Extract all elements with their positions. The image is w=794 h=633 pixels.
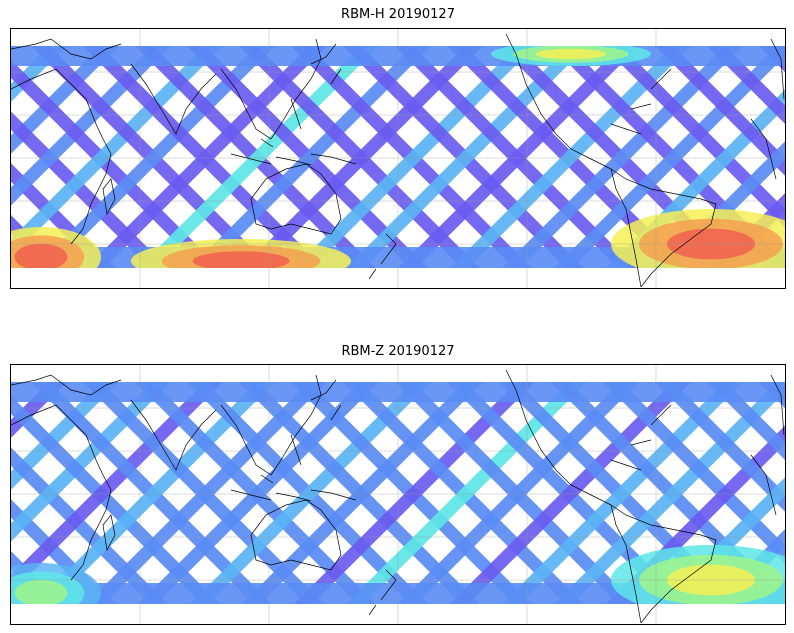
anomaly-hotspot [192,251,290,268]
panel-title: RBM-Z 20190127 [341,344,455,359]
coastline-path [102,514,116,552]
coastlines [11,33,785,288]
coastline-path [505,33,612,170]
coastline-path [750,38,785,180]
coastline-path [368,569,397,616]
coastline-path [220,38,322,140]
coastline-path [130,399,217,471]
coastline-path [310,489,357,501]
coastline-path [11,68,112,245]
coastline-path [220,374,322,476]
coastline-path [610,504,717,624]
graticule [11,29,785,288]
coastlines [11,369,785,624]
anomaly-hotspot [14,243,68,268]
coastline-path [368,233,397,280]
coastline-path [130,63,217,135]
coastline-path [250,499,342,571]
coastline-path [610,504,642,624]
anomaly-hotspot [535,48,607,60]
coastline-path [610,68,672,135]
coastline-path [505,369,612,506]
coastline-path [310,153,357,165]
coastline-path [610,168,717,288]
coastline-path [290,98,302,130]
coastline-path [11,374,122,396]
graticule [11,365,785,624]
swath-map [11,29,785,288]
panel-title: RBM-H 20190127 [341,7,455,22]
swath-map [11,365,785,624]
coastline-path [11,38,122,60]
coastline-path [11,404,112,581]
coastline-path [310,43,342,85]
coastline-path [610,404,672,471]
coastline-path [610,168,642,288]
coastline-path [750,374,785,516]
anomaly-hotspot [14,579,68,604]
map-rbm-z [10,364,786,625]
coastline-path [102,178,116,216]
map-rbm-h [10,28,786,289]
coastline-path [290,434,302,466]
coastline-path [310,379,342,421]
coastline-path [250,163,342,235]
